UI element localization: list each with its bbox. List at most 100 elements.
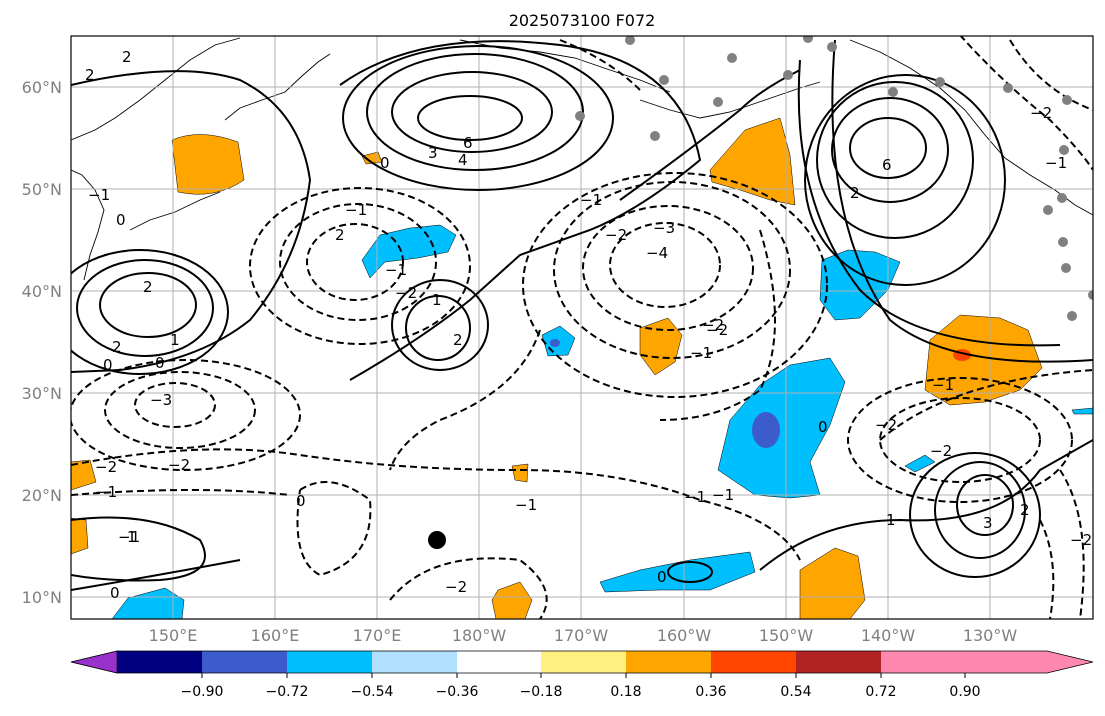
station-marker (1067, 311, 1077, 321)
lon-label: 150°W (759, 626, 814, 645)
negative-anomaly-core (752, 412, 780, 448)
contour-label: −4 (646, 244, 668, 262)
contour-label: −2 (930, 442, 952, 460)
lon-label: 180°W (452, 626, 507, 645)
colorbar-tick-label: −0.72 (266, 684, 309, 700)
contour-label: −1 (515, 496, 537, 514)
colorbar-extend-high (881, 651, 1093, 673)
station-marker (1058, 237, 1068, 247)
colorbar-tick-label: −0.54 (351, 684, 394, 700)
contour-label: −2 (875, 416, 897, 434)
station-marker (827, 42, 837, 52)
station-marker (575, 111, 585, 121)
negative-anomaly-core (550, 339, 560, 347)
colorbar-segment (117, 651, 202, 673)
positive-anomaly-region (799, 547, 866, 619)
solid-contours (71, 39, 1093, 591)
colorbar-tick-label: 0.72 (865, 684, 896, 700)
lat-lon-grid (71, 36, 1093, 619)
station-marker (783, 70, 793, 80)
contour-label: 2 (122, 48, 132, 66)
contour-label: 1 (127, 528, 137, 546)
contour-label: −1 (88, 186, 110, 204)
contour-label: −1 (690, 344, 712, 362)
lat-label: 10°N (22, 588, 62, 607)
contour-label: 6 (882, 156, 892, 174)
lon-label: 130°W (963, 626, 1018, 645)
lon-label: 150°E (149, 626, 198, 645)
contour-label: 2 (335, 226, 345, 244)
contour-label: 1 (432, 291, 442, 309)
lon-label: 170°E (353, 626, 402, 645)
colorbar-tick-label: 0.18 (610, 684, 641, 700)
negative-anomaly-region (904, 454, 936, 473)
contour-label: 2 (143, 278, 153, 296)
contour-label: −2 (95, 458, 117, 476)
contour-label: 3 (428, 144, 438, 162)
lat-label: 60°N (22, 78, 62, 97)
contour-label: −1 (580, 191, 602, 209)
lat-label: 50°N (22, 180, 62, 199)
positive-anomaly-region (71, 517, 89, 555)
colorbar-tick-label: −0.18 (520, 684, 563, 700)
contour-label: −3 (653, 219, 675, 237)
colorbar-segment (711, 651, 796, 673)
contour-label: 2 (112, 338, 122, 356)
dashed-contours (71, 36, 1093, 619)
contour-label: 0 (818, 418, 828, 436)
contour-label: −1 (1045, 154, 1067, 172)
positive-anomaly-region (71, 459, 97, 491)
contour-label: 0 (155, 354, 165, 372)
lat-label: 40°N (22, 282, 62, 301)
colorbar-segment (457, 651, 541, 673)
positive-anomaly-region (171, 134, 245, 195)
station-marker (935, 77, 945, 87)
colorbar-tick-label: 0.54 (780, 684, 811, 700)
contour-label: −2 (395, 284, 417, 302)
map-area: 2 2 0 −1 2 1 3 4 6 −2 0 −1 −2 −1 −1 2 2 … (71, 36, 1093, 619)
station-marker (1057, 193, 1067, 203)
contour-label: −2 (1030, 104, 1052, 122)
lon-label: 140°W (861, 626, 916, 645)
positive-anomaly-region (491, 581, 533, 619)
contour-label: −1 (385, 261, 407, 279)
negative-anomaly-region (599, 551, 756, 593)
longitude-axis: 150°E 160°E 170°E 180°W 170°W 160°W 150°… (149, 626, 1018, 645)
colorbar-tick-label: −0.36 (436, 684, 479, 700)
negative-anomaly-region (1071, 407, 1093, 415)
colorbar-segment (796, 651, 881, 673)
lat-label: 30°N (22, 384, 62, 403)
contour-label: −2 (168, 456, 190, 474)
contour-label: −2 (706, 321, 728, 339)
contour-label: 2 (1020, 501, 1030, 519)
station-marker (888, 87, 898, 97)
contour-label: −1 (684, 488, 706, 506)
lon-label: 160°W (657, 626, 712, 645)
station-marker (727, 53, 737, 63)
contour-label: −2 (605, 226, 627, 244)
negative-anomaly-region (111, 587, 185, 619)
colorbar-extend-low (70, 650, 118, 674)
station-marker (650, 131, 660, 141)
contour-label: 4 (458, 151, 468, 169)
latitude-axis: 60°N 50°N 40°N 30°N 20°N 10°N (22, 78, 62, 607)
contour-label: −2 (1070, 531, 1092, 549)
map-title: 2025073100 F072 (509, 11, 656, 30)
map-frame (70, 35, 1094, 620)
contour-label: −1 (345, 201, 367, 219)
colorbar-segment (202, 651, 287, 673)
lon-label: 170°W (554, 626, 609, 645)
contour-label: 3 (983, 514, 993, 532)
station-markers (575, 36, 1093, 321)
contour-label: 0 (296, 492, 306, 510)
station-marker (1062, 95, 1072, 105)
colorbar-segment (541, 651, 626, 673)
contour-label: −1 (95, 483, 117, 501)
contour-label: −1 (118, 528, 140, 546)
contour-label: 0 (657, 568, 667, 586)
contour-label: 1 (886, 511, 896, 529)
station-marker (1003, 83, 1013, 93)
station-marker (1061, 263, 1071, 273)
